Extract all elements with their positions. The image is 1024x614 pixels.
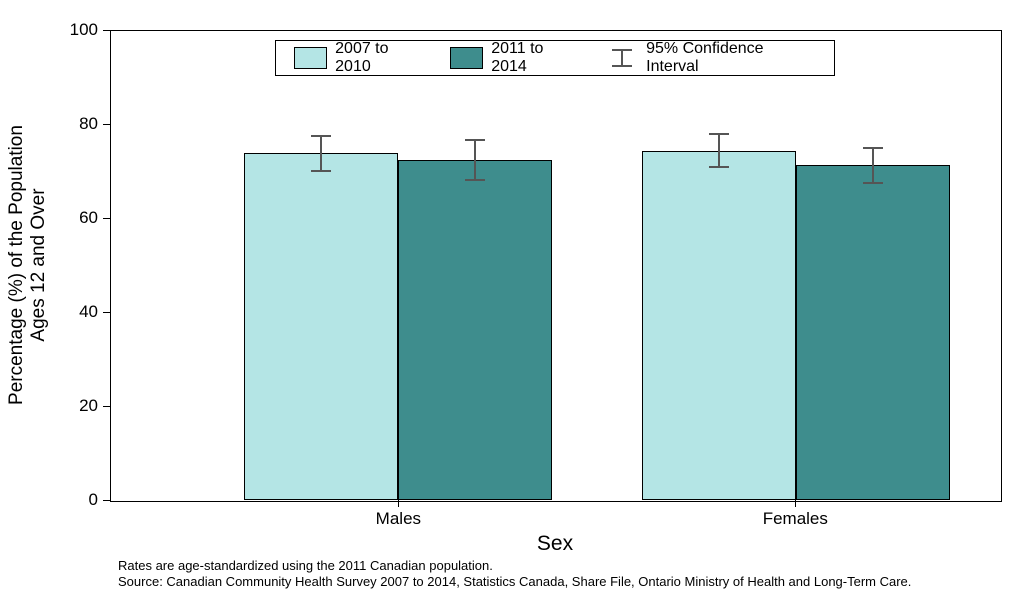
x-tick-label: Males [338,509,458,529]
y-tick-label: 40 [58,302,98,322]
x-axis-title: Sex [505,532,605,556]
chart-bar [642,151,796,500]
chart-bar [398,160,552,500]
y-tick-label: 80 [58,114,98,134]
legend-ci-icon [605,47,638,69]
error-bar-cap [311,135,331,137]
error-bar-cap [863,147,883,149]
y-axis-title: Percentage (%) of the Population Ages 12… [6,65,50,465]
legend-swatch [450,47,483,69]
legend-swatch [294,47,327,69]
error-bar-stem [320,136,322,170]
y-tick-label: 60 [58,208,98,228]
y-tick-label: 100 [58,20,98,40]
error-bar-cap [709,133,729,135]
error-bar-cap [709,166,729,168]
y-tick-mark [103,500,110,501]
legend-label: 2011 to 2014 [491,40,581,76]
legend-item: 2007 to 2010 [294,40,426,76]
x-tick-mark [398,500,399,507]
x-tick-label: Females [735,509,855,529]
chart-bar [244,153,398,500]
y-tick-label: 0 [58,490,98,510]
error-bar-stem [718,134,720,167]
error-bar-cap [465,139,485,141]
chart-legend: 2007 to 2010 2011 to 2014 95% Confidence I… [275,40,835,76]
error-bar-stem [474,140,476,180]
y-tick-mark [103,406,110,407]
y-tick-label: 20 [58,396,98,416]
legend-label: 95% Confidence Interval [646,40,816,76]
y-tick-mark [103,312,110,313]
y-tick-mark [103,30,110,31]
legend-item: 2011 to 2014 [450,40,581,76]
y-tick-mark [103,124,110,125]
legend-label: 2007 to 2010 [335,40,426,76]
chart-bar [796,165,950,500]
error-bar-cap [863,182,883,184]
chart-container: Percentage (%) of the Population Ages 12… [0,0,1024,614]
error-bar-stem [872,148,874,183]
x-tick-mark [795,500,796,507]
error-bar-cap [311,170,331,172]
y-tick-mark [103,218,110,219]
legend-item: 95% Confidence Interval [605,40,816,76]
error-bar-cap [465,179,485,181]
chart-footnote: Rates are age-standardized using the 201… [118,558,911,591]
